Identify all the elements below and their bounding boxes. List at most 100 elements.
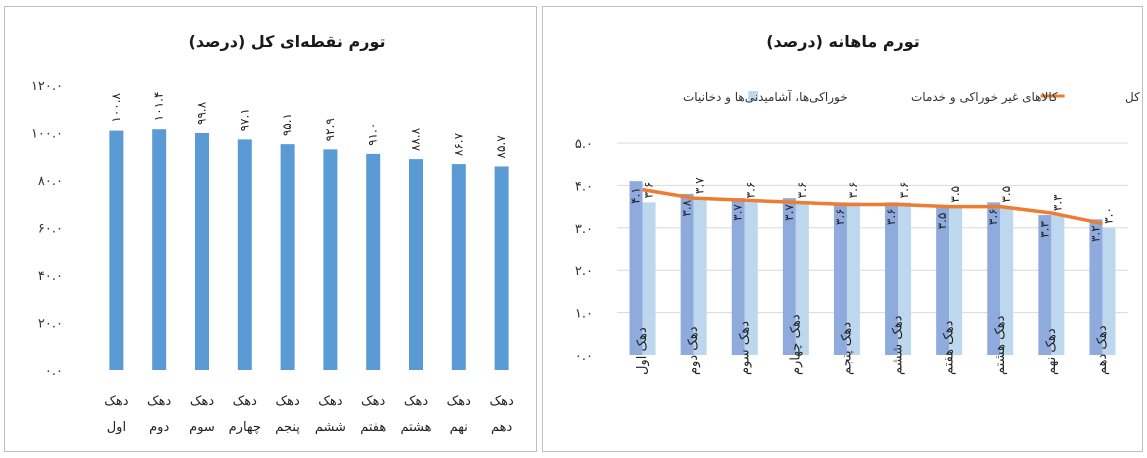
data-label-nonfood: ۳.۷: [693, 177, 707, 194]
y-tick-label: ۱۲۰.۰: [31, 79, 63, 94]
category-label: هفتم: [360, 420, 386, 435]
data-label-nonfood: ۳.۵: [999, 186, 1013, 203]
data-label-nonfood: ۳.۶: [795, 182, 809, 199]
bar-food: [1038, 215, 1052, 355]
data-label-food: ۳.۶: [884, 208, 898, 225]
category-label: دهک: [104, 394, 128, 409]
y-tick-label: ۰.۰: [575, 349, 593, 364]
category-label: دهک دوم: [686, 326, 701, 375]
bar: [323, 149, 338, 370]
data-label-food: ۳.۶: [833, 208, 847, 225]
data-label: ۹۱.۰: [366, 123, 380, 146]
category-label: دهک دهم: [1095, 325, 1110, 375]
category-label: دهک: [233, 394, 257, 409]
data-label-nonfood: ۳.۶: [897, 182, 911, 199]
left-chart-title: تورم نقطه‌ای کل (درصد): [189, 32, 386, 51]
bar-nonfood: [1000, 206, 1014, 355]
bar-nonfood: [846, 202, 860, 355]
y-tick-label: ۲۰.۰: [38, 317, 63, 332]
right-chart-title: تورم ماهانه (درصد): [766, 32, 920, 51]
data-label: ۱۰۰.۸: [109, 92, 123, 122]
data-label: ۹۷.۱: [237, 108, 251, 131]
category-label: سوم: [189, 420, 215, 435]
y-tick-label: ۳.۰: [575, 222, 593, 237]
bar: [366, 153, 381, 370]
category-label: چهارم: [229, 420, 261, 435]
right-chart-svg: تورم ماهانه (درصد) ۰.۰ ۱.۰ ۲.۰ ۳.۰ ۴.۰ ۵.۰ شاخ…: [575, 32, 1144, 375]
category-label: دوم: [149, 420, 169, 435]
data-label-nonfood: ۳.۶: [846, 182, 860, 199]
category-label: دهک: [275, 394, 299, 409]
bar-nonfood: [795, 202, 809, 355]
y-tick-label: ۶۰.۰: [38, 222, 63, 237]
bar-nonfood: [1051, 215, 1065, 355]
bar-food: [987, 202, 1001, 355]
data-label: ۹۲.۹: [323, 118, 337, 141]
bar: [195, 132, 209, 370]
y-tick-label: ۰.۰: [45, 364, 63, 379]
bar-food: [629, 181, 643, 355]
data-label-food: ۳.۵: [935, 213, 949, 230]
data-label: ۸۶.۷: [451, 132, 465, 156]
data-label-nonfood: ۳.۳: [1050, 194, 1064, 211]
bar-nonfood: [642, 202, 656, 355]
category-label: دهک: [361, 394, 385, 409]
bar-food: [885, 202, 899, 355]
bar: [109, 130, 124, 370]
data-label-food: ۳.۳: [1037, 221, 1051, 238]
category-label: دهک هشتم: [993, 315, 1008, 375]
bar-nonfood: [693, 198, 707, 355]
data-label-food: ۴.۱: [629, 187, 643, 204]
category-label: دهک هفتم: [942, 320, 957, 375]
data-label: ۸۸.۸: [409, 127, 423, 151]
data-label-nonfood: ۳.۶: [744, 182, 758, 199]
data-label: ۱۰۱.۴: [152, 92, 166, 122]
bar: [237, 139, 252, 370]
y-tick-label: ۱.۰: [575, 307, 593, 322]
bar-food: [731, 198, 745, 355]
data-label: ۹۵.۱: [280, 113, 294, 136]
y-tick-label: ۱۰۰.۰: [31, 127, 63, 142]
data-label-nonfood: ۳.۵: [948, 186, 962, 203]
bar: [280, 144, 295, 370]
legend-swatch: [748, 91, 759, 101]
category-label: دهک چهارم: [788, 314, 803, 375]
left-chart-svg: تورم نقطه‌ای کل (درصد) ۰.۰ ۲۰.۰ ۴۰.۰ ۶۰.۰ ۸۰…: [31, 32, 514, 435]
bar-nonfood: [1102, 227, 1116, 355]
right-chart-panel: تورم ماهانه (درصد) ۰.۰ ۱.۰ ۲.۰ ۳.۰ ۴.۰ ۵.۰ شاخ…: [542, 6, 1144, 452]
category-label: دهک: [318, 394, 342, 409]
data-label: ۸۵.۷: [494, 135, 508, 159]
category-label: هشتم: [400, 420, 431, 435]
bar: [451, 164, 466, 370]
legend-label: کالاهای غیر خوراکی و خدمات: [911, 90, 1058, 105]
y-tick-label: ۴۰.۰: [38, 269, 63, 284]
category-label: دهک ششم: [891, 315, 906, 375]
bar-food: [782, 198, 796, 355]
data-label-food: ۳.۷: [731, 204, 745, 221]
bar: [494, 166, 509, 370]
y-tick-label: ۵.۰: [575, 137, 593, 152]
category-label: دهک پنجم: [839, 322, 854, 375]
bar-nonfood: [898, 202, 912, 355]
legend-label: شاخص کل: [1125, 90, 1144, 105]
bar-food: [936, 206, 950, 355]
left-chart-panel: تورم نقطه‌ای کل (درصد) ۰.۰ ۲۰.۰ ۴۰.۰ ۶۰.۰ ۸۰…: [4, 6, 537, 452]
y-tick-label: ۸۰.۰: [38, 174, 63, 189]
category-label: نهم: [450, 420, 468, 435]
bar: [152, 129, 167, 370]
data-label-food: ۳.۸: [680, 199, 694, 216]
category-label: پنجم: [275, 420, 300, 435]
data-label-food: ۳.۶: [986, 208, 1000, 225]
bar-food: [680, 193, 694, 355]
category-label: دهک: [489, 394, 513, 409]
bar-nonfood: [744, 202, 758, 355]
category-label: ششم: [315, 420, 346, 435]
category-label: دهک اول: [635, 327, 650, 375]
data-label: ۹۹.۸: [195, 101, 209, 125]
y-tick-label: ۲.۰: [575, 264, 593, 279]
category-label: دهک: [190, 394, 214, 409]
legend-label: خوراکی‌ها، آشامیدنی‌ها و دخانیات: [683, 89, 848, 105]
category-label: دهم: [491, 420, 513, 435]
category-label: دهک نهم: [1044, 328, 1059, 375]
bar-food: [1089, 219, 1103, 355]
